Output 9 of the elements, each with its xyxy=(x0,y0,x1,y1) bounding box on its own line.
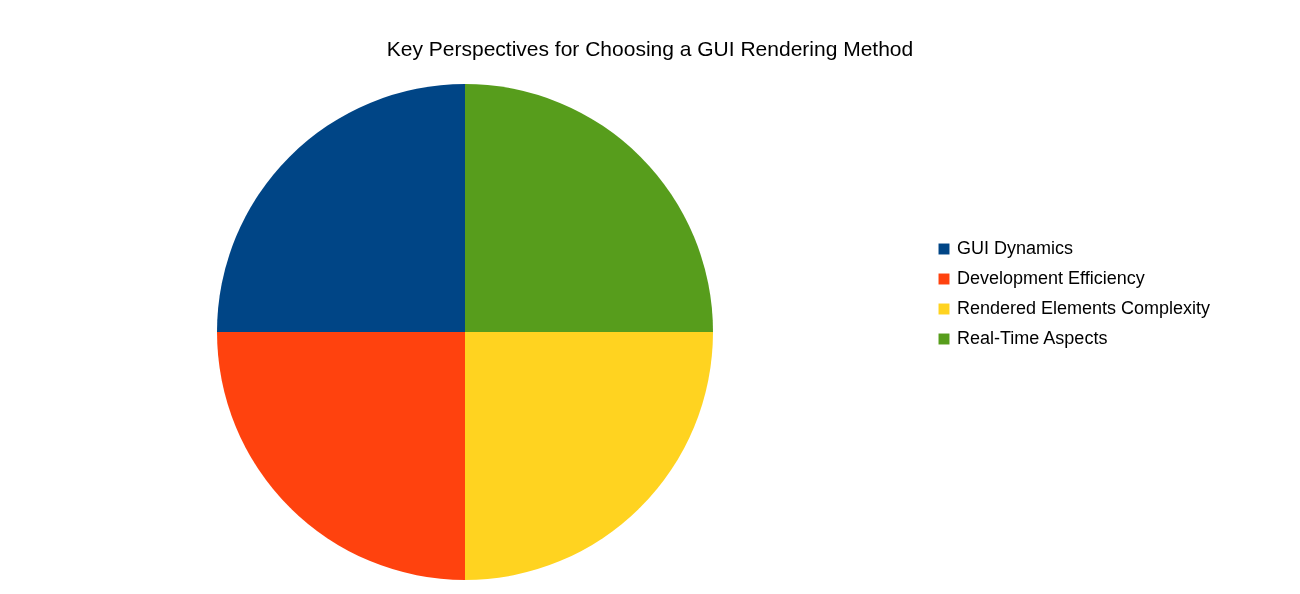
pie-slice xyxy=(465,84,713,332)
legend-label: GUI Dynamics xyxy=(957,238,1074,258)
legend-label: Development Efficiency xyxy=(957,268,1145,288)
pie-slice xyxy=(217,332,465,580)
chart-title: Key Perspectives for Choosing a GUI Rendering Method xyxy=(386,37,914,60)
legend-label: Rendered Elements Complexity xyxy=(957,298,1211,318)
legend-label: Real-Time Aspects xyxy=(957,328,1108,348)
pie-slice xyxy=(217,84,465,332)
pie-slice xyxy=(465,332,713,580)
